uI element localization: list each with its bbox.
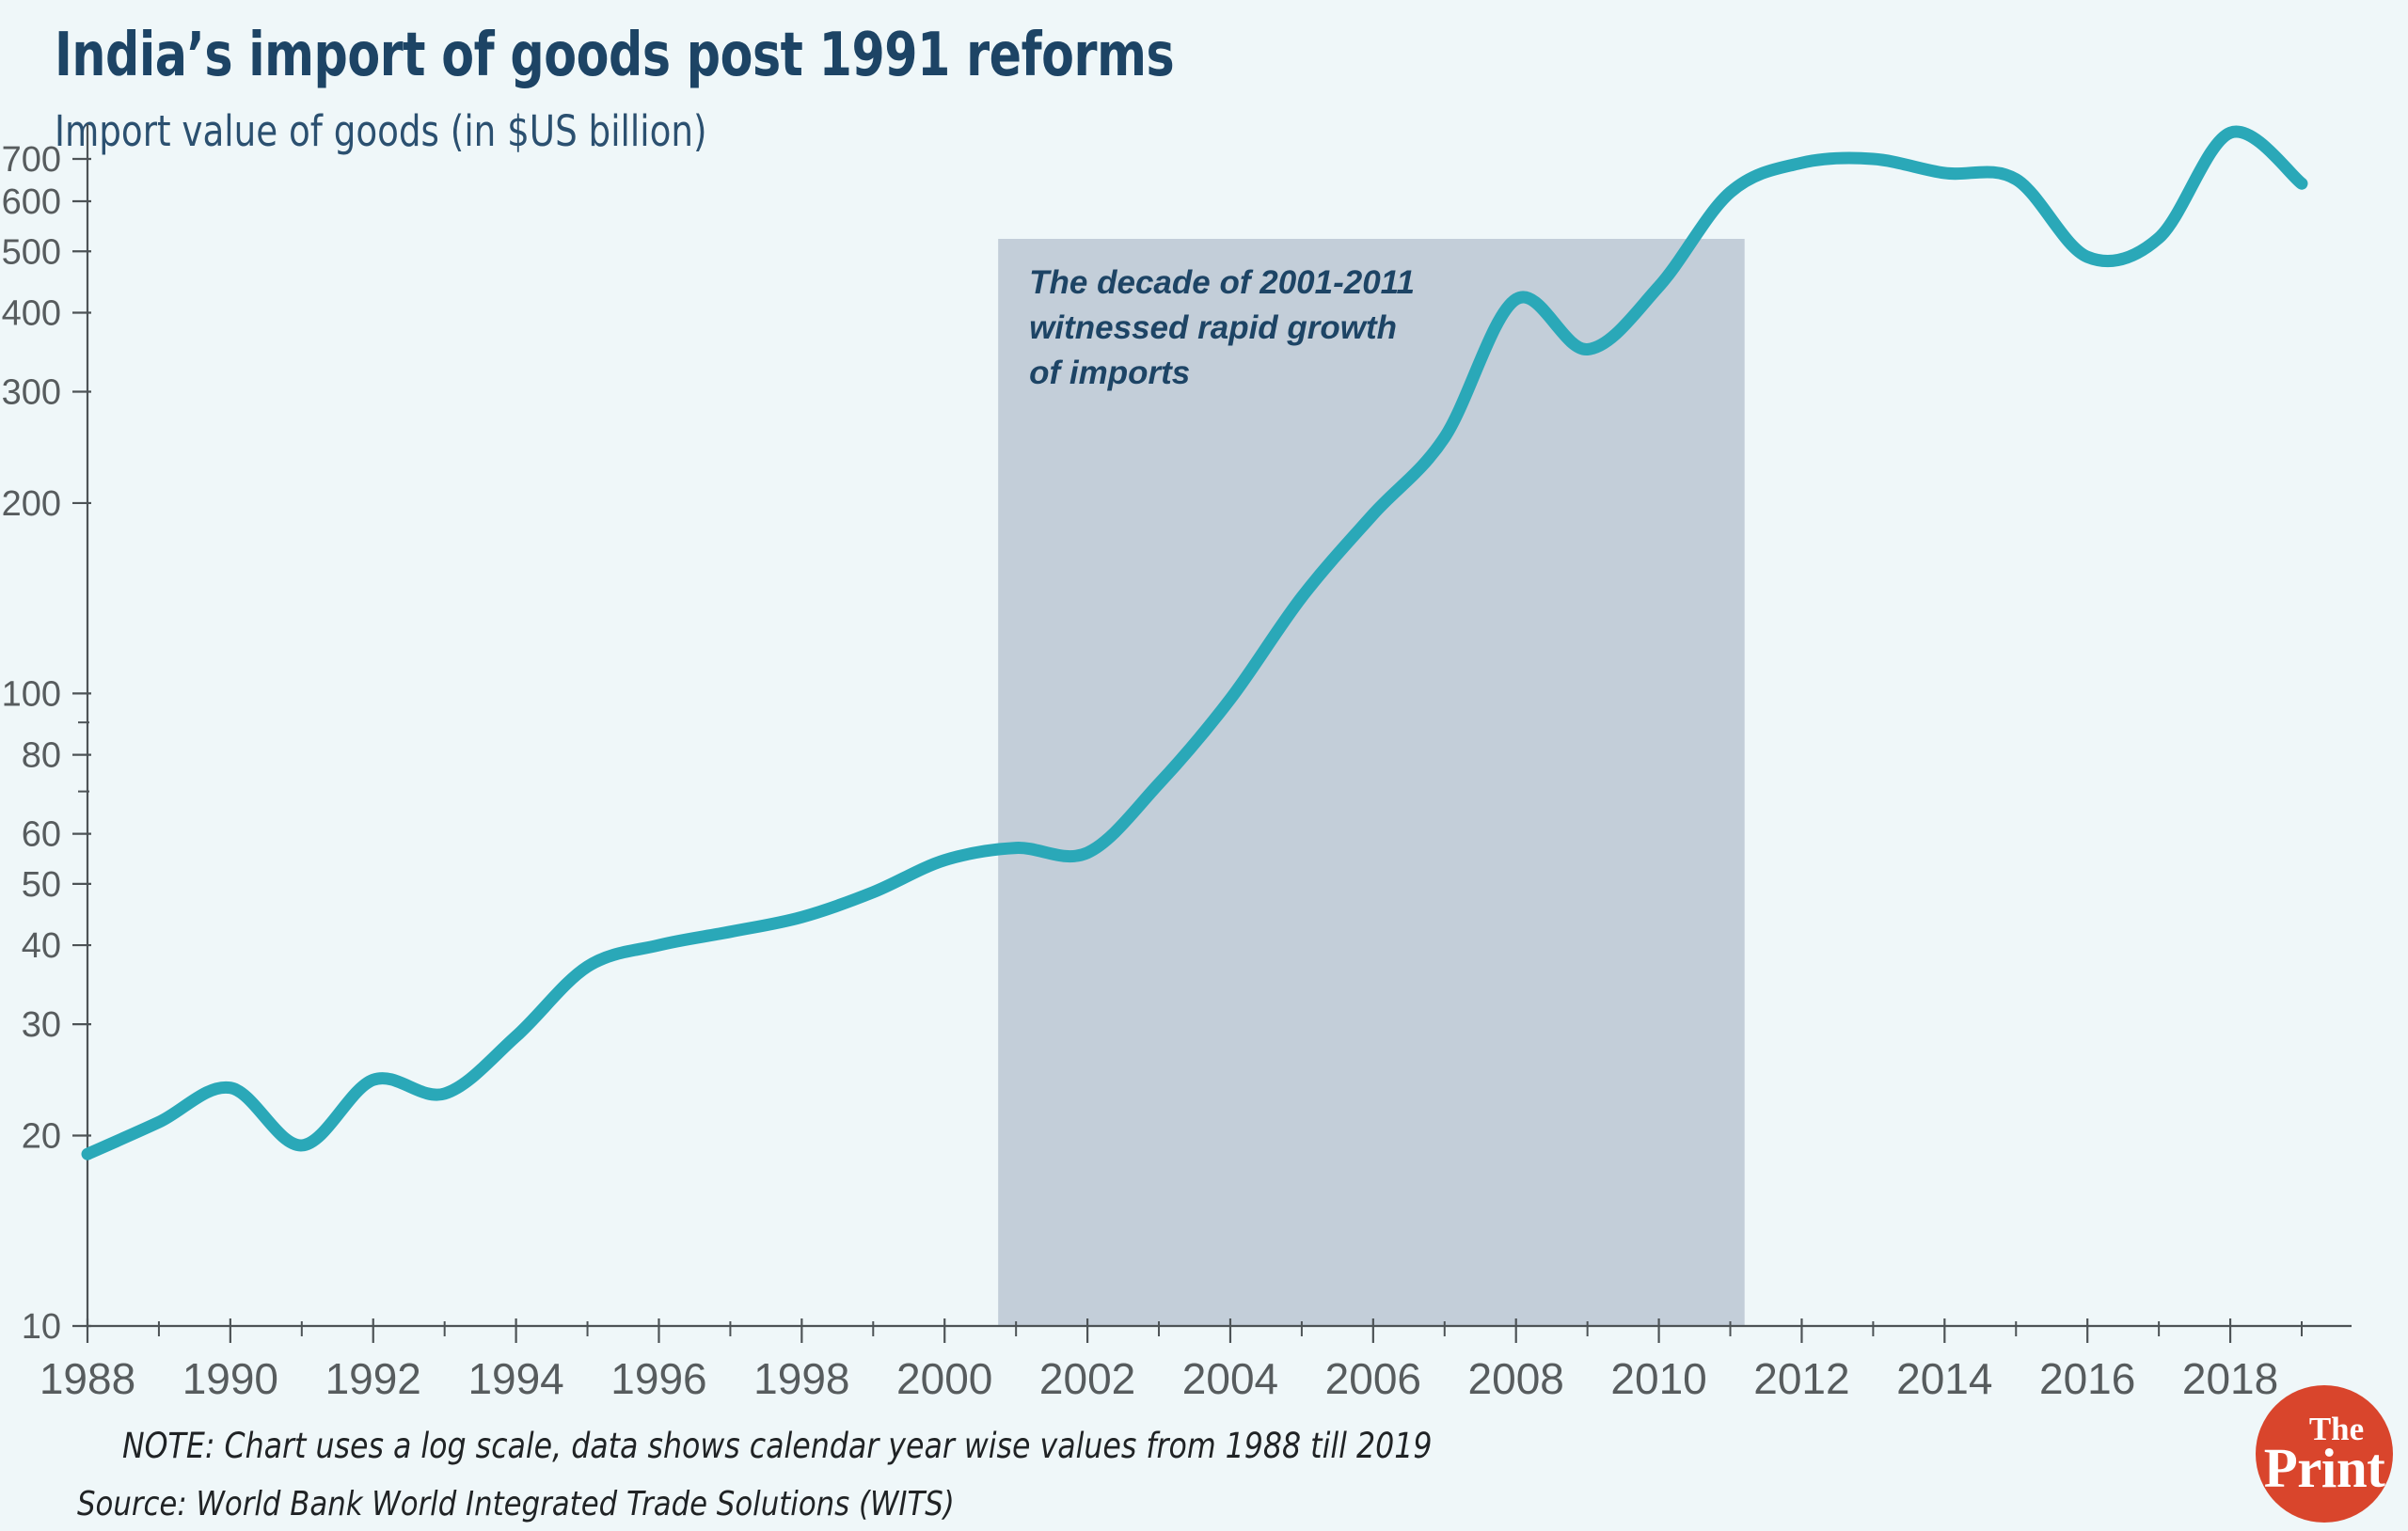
svg-text:2006: 2006 [1325,1354,1421,1403]
svg-text:2010: 2010 [1610,1354,1706,1403]
svg-text:2018: 2018 [2182,1354,2278,1403]
svg-text:300: 300 [2,372,61,412]
annotation-line: The decade of 2001-2011 [1029,264,1415,301]
svg-text:600: 600 [2,182,61,222]
x-axis-labels: 1988 1990 1992 1994 1996 1998 2000 2002 2004 2006… [40,1354,2278,1403]
svg-text:200: 200 [2,484,61,524]
svg-text:1996: 1996 [610,1354,706,1403]
svg-text:100: 100 [2,674,61,714]
svg-text:1992: 1992 [325,1354,421,1403]
svg-text:1994: 1994 [467,1354,563,1403]
svg-text:500: 500 [2,232,61,272]
svg-text:700: 700 [2,140,61,180]
svg-text:1998: 1998 [753,1354,849,1403]
svg-text:1990: 1990 [182,1354,278,1403]
svg-text:2012: 2012 [1753,1354,1849,1403]
svg-text:2002: 2002 [1039,1354,1135,1403]
annotation-text: The decade of 2001-2011 witnessed rapid g… [1029,264,1415,391]
source-text: Source: World Bank World Integrated Trad… [77,1485,955,1523]
svg-text:20: 20 [22,1117,61,1157]
annotation-line: of imports [1029,355,1190,391]
logo-the-text: The [2308,1411,2365,1448]
page-title: India’s import of goods post 1991 reform… [55,21,1175,90]
svg-text:2014: 2014 [1896,1354,1992,1403]
chart-footer: NOTE: Chart uses a log scale, data shows… [77,1426,2098,1523]
svg-text:80: 80 [22,736,61,776]
highlight-band [998,239,1745,1326]
svg-text:40: 40 [22,926,61,966]
svg-text:2000: 2000 [896,1354,992,1403]
annotation-line: witnessed rapid growth [1029,309,1397,346]
svg-text:60: 60 [22,815,61,855]
svg-text:1988: 1988 [40,1354,135,1403]
chart-subtitle: Import value of goods (in $US billion) [55,106,707,157]
logo-print-text: Print [2263,1436,2385,1499]
svg-text:2016: 2016 [2039,1354,2135,1403]
chart-header: India’s import of goods post 1991 reform… [55,24,2030,155]
svg-text:400: 400 [2,293,61,333]
x-axis-ticks [86,1318,2303,1343]
theprint-logo: The Print [2256,1385,2393,1523]
svg-text:2004: 2004 [1182,1354,1278,1403]
svg-text:2008: 2008 [1468,1354,1564,1403]
svg-text:10: 10 [22,1307,61,1347]
svg-text:30: 30 [22,1005,61,1045]
svg-text:50: 50 [22,865,61,905]
note-text: NOTE: Chart uses a log scale, data shows… [122,1426,1433,1466]
import-value-line [81,125,2308,1160]
